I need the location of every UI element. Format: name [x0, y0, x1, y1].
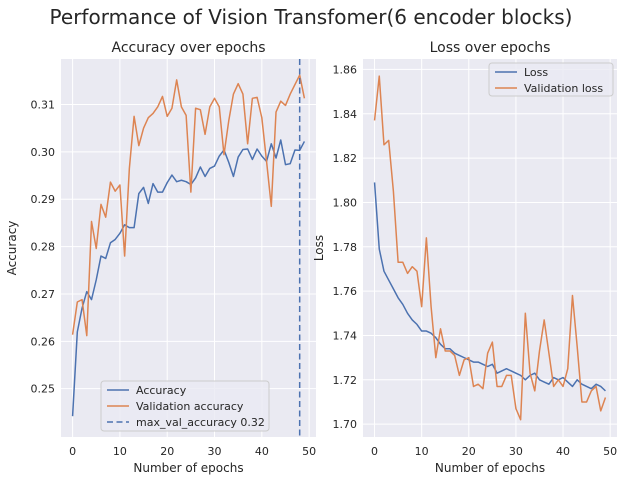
- series-line-validation-accuracy: [71, 74, 306, 337]
- loss-chart: 0 10 20 30 40 50 1.70 1.72 1.74 1.76 1.78 1.80 1.82 1…: [312, 40, 617, 475]
- legend-label: Validation loss: [524, 82, 603, 95]
- x-tick-label: 50: [603, 445, 617, 458]
- y-tick-label: 1.74: [333, 329, 358, 342]
- y-tick-label: 0.25: [31, 383, 56, 396]
- y-tick-label: 1.84: [333, 108, 358, 121]
- y-tick-label: 0.27: [31, 288, 56, 301]
- x-tick-label: 0: [69, 445, 76, 458]
- legend-box: [488, 62, 614, 97]
- x-tick-label: 50: [302, 445, 316, 458]
- x-tick-label: 0: [371, 445, 378, 458]
- y-tick-label: 0.28: [31, 241, 56, 254]
- y-tick-label: 0.29: [31, 193, 56, 206]
- legend: Accuracy Validation accuracy max_val_accur…: [100, 380, 270, 432]
- plot-area: [363, 59, 617, 437]
- y-tick-label: 0.26: [31, 335, 56, 348]
- x-tick-label: 40: [255, 445, 269, 458]
- figure-title: Performance of Vision Transfomer(6 encod…: [50, 5, 573, 29]
- y-tick-label: 1.80: [333, 196, 358, 209]
- y-axis-label: Loss: [312, 235, 326, 261]
- legend-label: max_val_accuracy 0.32: [136, 416, 265, 429]
- x-tick-label: 20: [462, 445, 476, 458]
- y-tick-label: 1.72: [333, 374, 358, 387]
- y-tick-label: 0.31: [31, 98, 56, 111]
- x-tick-label: 10: [113, 445, 127, 458]
- y-tick-label: 1.86: [333, 63, 358, 76]
- legend: Loss Validation loss: [488, 62, 614, 97]
- y-tick-label: 1.70: [333, 418, 358, 431]
- chart-title: Loss over epochs: [430, 40, 551, 56]
- x-axis-label: Number of epochs: [133, 461, 243, 475]
- y-tick-label: 1.78: [333, 241, 358, 254]
- accuracy-chart: 0 10 20 30 40 50 0.25 0.26 0.27 0.28 0.29 0.30 0.31 A…: [5, 40, 316, 475]
- x-tick-label: 20: [160, 445, 174, 458]
- x-tick-label: 30: [509, 445, 523, 458]
- series-line-validation-loss: [373, 75, 607, 421]
- y-tick-label: 1.82: [333, 152, 358, 165]
- x-tick-label: 30: [208, 445, 222, 458]
- series-line-loss: [373, 182, 606, 392]
- legend-box: [100, 380, 270, 432]
- x-tick-label: 10: [415, 445, 429, 458]
- plot-area: [61, 59, 316, 437]
- x-axis-label: Number of epochs: [435, 461, 545, 475]
- y-tick-label: 0.30: [31, 146, 56, 159]
- x-tick-label: 40: [556, 445, 570, 458]
- legend-label: Accuracy: [136, 384, 187, 397]
- y-tick-label: 1.76: [333, 285, 358, 298]
- y-axis-label: Accuracy: [5, 221, 19, 276]
- chart-title: Accuracy over epochs: [112, 40, 266, 56]
- legend-label: Validation accuracy: [136, 400, 244, 413]
- legend-label: Loss: [524, 66, 548, 79]
